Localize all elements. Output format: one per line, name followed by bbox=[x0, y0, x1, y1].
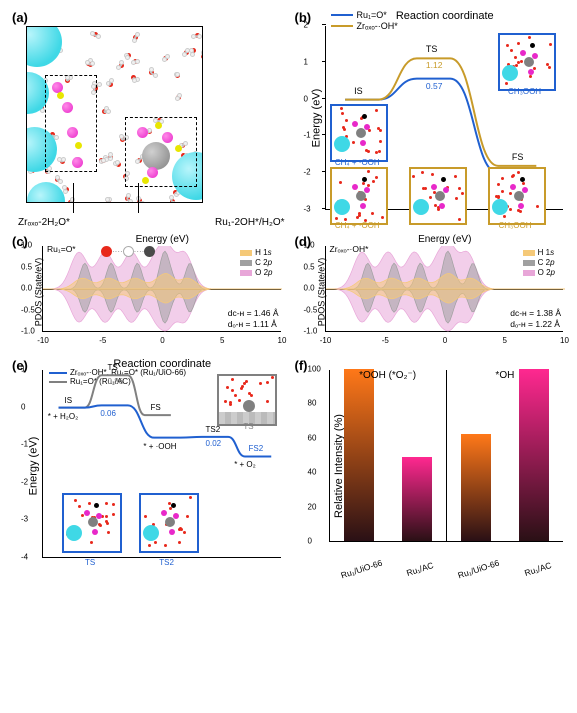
panel-f-xlabels: Ru₁/UiO-66Ru₁/ACRu₁/UiO-66Ru₁/AC bbox=[329, 564, 564, 574]
panel-d-dch: dᴄ-ʜ = 1.38 Å bbox=[510, 308, 561, 319]
panel-c-dch: dᴄ-ʜ = 1.46 Å bbox=[228, 308, 279, 319]
panel-c-doh: dₒ-ʜ = 1.11 Å bbox=[228, 319, 279, 330]
panel-e-label: (e) bbox=[12, 358, 28, 373]
molecular-render-box bbox=[26, 26, 203, 203]
panel-a-label-left: Zrₒₓₒ-2H₂O* bbox=[18, 217, 70, 228]
bar bbox=[519, 369, 549, 541]
panel-f-label: (f) bbox=[295, 358, 308, 373]
panel-b-ylabel: Energy (eV) bbox=[310, 89, 322, 148]
leader-line-left bbox=[73, 183, 74, 213]
panel-e: (e) Energy (eV) -4-3-2-101Zrₒₓₒ-·OH*, Ru… bbox=[8, 356, 287, 576]
bar bbox=[402, 457, 432, 541]
leader-line-right bbox=[138, 183, 139, 213]
panel-e-ylabel: Energy (eV) bbox=[27, 437, 39, 496]
panel-b-label: (b) bbox=[295, 10, 312, 25]
panel-c-label: (c) bbox=[12, 234, 28, 249]
panel-f-plot: 020406080100*OOH (*O₂⁻)*OH bbox=[329, 370, 564, 542]
panel-d-label: (d) bbox=[295, 234, 312, 249]
panel-a-bottom-labels: Zrₒₓₒ-2H₂O* Ru₁-2OH*/H₂O* bbox=[18, 217, 285, 228]
figure-grid: (a) Zrₒₓₒ-2H₂O* Ru₁-2OH*/H₂O* (b) Energy… bbox=[8, 8, 569, 576]
panel-c: (c) PDOS (State/eV) Ru₁=O* H 1sC 2pO 2p … bbox=[8, 232, 287, 352]
panel-a-label: (a) bbox=[12, 10, 28, 25]
panel-e-plot: -4-3-2-101Zrₒₓₒ-·OH*, Ru₁=O* (Ru₁/UiO-66… bbox=[42, 370, 281, 558]
panel-f: (f) Relative Intensity (%) 020406080100*… bbox=[291, 356, 570, 576]
panel-d: (d) PDOS (State/eV) Zrₒₓₒ-·OH* H 1sC 2pO… bbox=[291, 232, 570, 352]
bar bbox=[344, 369, 374, 541]
bar bbox=[461, 434, 491, 541]
panel-a: (a) Zrₒₓₒ-2H₂O* Ru₁-2OH*/H₂O* bbox=[8, 8, 287, 228]
panel-c-distances: dᴄ-ʜ = 1.46 Å dₒ-ʜ = 1.11 Å bbox=[228, 308, 279, 330]
panel-d-doh: dₒ-ʜ = 1.22 Å bbox=[510, 319, 561, 330]
panel-a-label-right: Ru₁-2OH*/H₂O* bbox=[215, 217, 285, 228]
panel-b-plot: -3-2-1012ISTSFS1.120.57CH₄ + ·OOHCH₃OOHC… bbox=[325, 26, 564, 210]
panel-b: (b) Energy (eV) Ru₁=O*Zrₒₓₒ-·OH* -3-2-10… bbox=[291, 8, 570, 228]
panel-d-distances: dᴄ-ʜ = 1.38 Å dₒ-ʜ = 1.22 Å bbox=[510, 308, 561, 330]
